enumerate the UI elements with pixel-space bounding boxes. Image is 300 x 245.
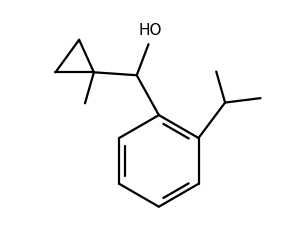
Text: HO: HO bbox=[138, 23, 162, 38]
